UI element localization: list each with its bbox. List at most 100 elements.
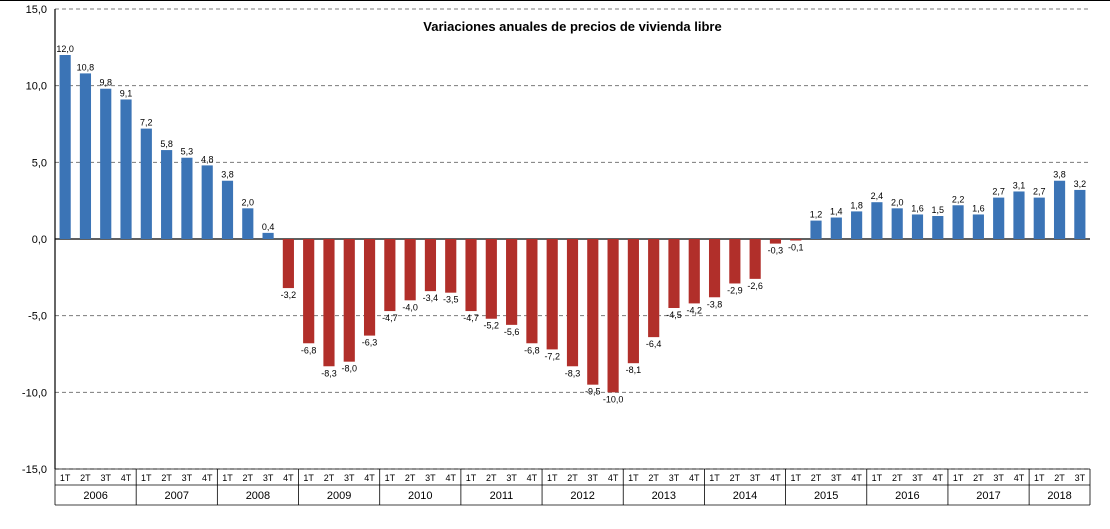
bar-value-label: 5,8 (160, 139, 173, 149)
chart-title: Variaciones anuales de precios de vivien… (423, 19, 721, 34)
quarter-label: 3T (344, 473, 355, 483)
quarter-label: 1T (547, 473, 558, 483)
bar (405, 239, 416, 300)
bar (831, 218, 842, 239)
bar-value-label: 2,0 (891, 197, 904, 207)
bar (973, 214, 984, 239)
y-tick-label: 10,0 (26, 81, 47, 93)
y-tick-label: 0,0 (32, 234, 47, 246)
bar (851, 211, 862, 239)
bar-value-label: -2,9 (727, 285, 743, 295)
bar (567, 239, 578, 366)
bar-chart: -15,0-10,0-5,00,05,010,015,012,010,89,89… (0, 0, 1110, 528)
bar-value-label: 3,1 (1013, 180, 1026, 190)
quarter-label: 3T (506, 473, 517, 483)
bar-value-label: -3,2 (281, 290, 297, 300)
bar (1054, 181, 1065, 239)
year-label: 2008 (246, 490, 270, 502)
bar (628, 239, 639, 363)
bar (871, 202, 882, 239)
bar-value-label: -4,5 (666, 310, 682, 320)
bar-value-label: 1,5 (932, 205, 945, 215)
bar-value-label: -8,0 (342, 364, 358, 374)
bar (547, 239, 558, 349)
bar-value-label: 5,3 (181, 147, 194, 157)
quarter-label: 1T (872, 473, 883, 483)
quarter-label: 1T (222, 473, 233, 483)
quarter-label: 1T (1034, 473, 1045, 483)
quarter-label: 3T (993, 473, 1004, 483)
y-tick-label: 15,0 (26, 4, 47, 16)
quarter-label: 4T (364, 473, 375, 483)
chart-svg: -15,0-10,0-5,00,05,010,015,012,010,89,89… (0, 1, 1110, 529)
bar (648, 239, 659, 337)
bar-value-label: -6,4 (646, 339, 662, 349)
bar-value-label: -6,8 (301, 345, 317, 355)
bar-value-label: 9,1 (120, 88, 133, 98)
y-tick-label: -5,0 (28, 311, 47, 323)
quarter-label: 2T (161, 473, 172, 483)
quarter-label: 4T (770, 473, 781, 483)
bar-value-label: -5,2 (484, 321, 500, 331)
bar-value-label: -4,0 (402, 302, 418, 312)
quarter-label: 2T (1054, 473, 1065, 483)
quarter-label: 4T (851, 473, 862, 483)
bar (323, 239, 334, 366)
bar (750, 239, 761, 279)
bar (689, 239, 700, 303)
bar (810, 221, 821, 239)
bar (303, 239, 314, 343)
bar (729, 239, 740, 283)
quarter-label: 2T (811, 473, 822, 483)
bar-value-label: 0,4 (262, 222, 275, 232)
bar-value-label: -3,8 (707, 299, 723, 309)
bar-value-label: 4,8 (201, 154, 214, 164)
quarter-label: 1T (953, 473, 964, 483)
bar (344, 239, 355, 362)
bar (242, 208, 253, 239)
quarter-label: 3T (669, 473, 680, 483)
quarter-label: 2T (730, 473, 741, 483)
bar-value-label: -5,6 (504, 327, 520, 337)
bar-value-label: 2,2 (952, 194, 965, 204)
quarter-label: 4T (121, 473, 132, 483)
bar-value-label: -10,0 (603, 394, 624, 404)
bar-value-label: -3,4 (423, 293, 439, 303)
bar-value-label: 7,2 (140, 118, 153, 128)
bar-value-label: -4,7 (463, 313, 479, 323)
quarter-label: 1T (790, 473, 801, 483)
bar (1034, 198, 1045, 239)
quarter-label: 4T (283, 473, 294, 483)
bar (1074, 190, 1085, 239)
quarter-label: 3T (831, 473, 842, 483)
quarter-label: 4T (689, 473, 700, 483)
bar (60, 55, 71, 239)
bar (161, 150, 172, 239)
quarter-label: 1T (60, 473, 71, 483)
bar-value-label: 1,6 (972, 203, 985, 213)
quarter-label: 3T (750, 473, 761, 483)
quarter-label: 3T (1075, 473, 1086, 483)
quarter-label: 2T (892, 473, 903, 483)
quarter-label: 2T (80, 473, 91, 483)
year-label: 2012 (570, 490, 594, 502)
bar-value-label: -9,5 (585, 387, 601, 397)
quarter-label: 1T (141, 473, 152, 483)
year-label: 2006 (83, 490, 107, 502)
bar (486, 239, 497, 319)
quarter-label: 4T (527, 473, 538, 483)
bar (100, 89, 111, 239)
bar-value-label: 12,0 (56, 44, 74, 54)
bar-value-label: 1,2 (810, 210, 823, 220)
bar (912, 214, 923, 239)
bar (465, 239, 476, 311)
bar (222, 181, 233, 239)
bar (364, 239, 375, 336)
year-label: 2013 (652, 490, 676, 502)
quarter-label: 1T (466, 473, 477, 483)
quarter-label: 2T (648, 473, 659, 483)
quarter-label: 2T (405, 473, 416, 483)
quarter-label: 3T (912, 473, 923, 483)
year-label: 2015 (814, 490, 838, 502)
bar (932, 216, 943, 239)
